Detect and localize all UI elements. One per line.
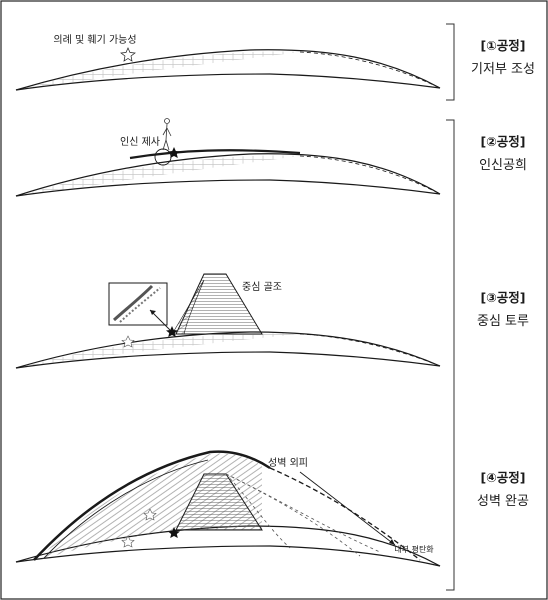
- stage-1-dashed: [299, 51, 441, 89]
- stage-4-lower-line: [15, 545, 441, 567]
- stage-2-fill: [26, 155, 300, 194]
- inner-leveling-label: 내부 평탄화: [394, 544, 434, 554]
- stage-3-hollow-star-icon: [121, 335, 135, 348]
- stage-4-lower-star-icon: [121, 535, 135, 548]
- wall-inner-line: [43, 459, 209, 559]
- stage-3-title: [③공정]: [480, 290, 525, 305]
- stage-1-lower-line: [15, 73, 441, 91]
- core-frame-shape: [175, 273, 263, 335]
- stage-4-title: [④공정]: [480, 470, 525, 485]
- stage-1-section: 의례 및 훼기 가능성: [15, 34, 441, 91]
- inner-dashed-2: [225, 473, 361, 557]
- human-figure-icon: [162, 118, 172, 151]
- core-label: 중심 골조: [242, 281, 282, 293]
- stage-4-hollow-star-icon: [143, 508, 157, 521]
- core-wedge: [171, 279, 205, 335]
- stage-2-ground-layer: [129, 149, 301, 160]
- detail-arrow-icon: [150, 310, 156, 315]
- stage-1-fill: [26, 51, 300, 88]
- outer-wall-label: 성벽 외피: [268, 457, 308, 469]
- stage-2-lower-line: [15, 179, 441, 197]
- sacrifice-label: 인신 제사: [120, 136, 160, 148]
- stage-2-dashed: [299, 155, 441, 195]
- outer-wall-pointer: [299, 471, 396, 546]
- detail-inset-texture: [112, 284, 154, 322]
- stage-1-name: 기저부 조성: [471, 62, 535, 77]
- stage-3-section: 중심 골조: [15, 273, 441, 369]
- stage-3-dashed: [299, 333, 441, 367]
- stage-4-section: 성벽 외피 내부 평탄화: [15, 450, 441, 567]
- ritual-star-icon: [120, 47, 136, 62]
- stage-4-star-icon: [168, 527, 180, 538]
- sacrifice-star-icon: [168, 147, 180, 158]
- inner-dashed-1: [225, 473, 381, 553]
- bracket-stage-2-4: [446, 119, 455, 591]
- bracket-stage-1: [446, 23, 455, 101]
- stage-4-name: 성벽 완공: [477, 494, 529, 509]
- stage-3-name: 중심 토루: [477, 314, 529, 329]
- outer-wall-line: [33, 450, 271, 561]
- stage-3-fill: [26, 333, 300, 366]
- stage-2-title: [②공정]: [480, 134, 525, 149]
- outer-wall-dashed: [269, 467, 421, 561]
- stage-3-star-icon: [166, 326, 178, 337]
- stage-1-title: [①공정]: [480, 38, 525, 53]
- stage-2-name: 인신공희: [479, 158, 527, 173]
- stage-3-lower-line: [15, 351, 441, 369]
- ritual-label: 의례 및 훼기 가능성: [53, 34, 136, 46]
- outer-wall-arrow-icon: [389, 539, 395, 545]
- stage-1-upper-line: [15, 49, 441, 91]
- stage-2-section: 인신 제사: [15, 118, 441, 197]
- stage-2-upper-line: [15, 153, 441, 197]
- detail-inset-layer: [119, 287, 161, 323]
